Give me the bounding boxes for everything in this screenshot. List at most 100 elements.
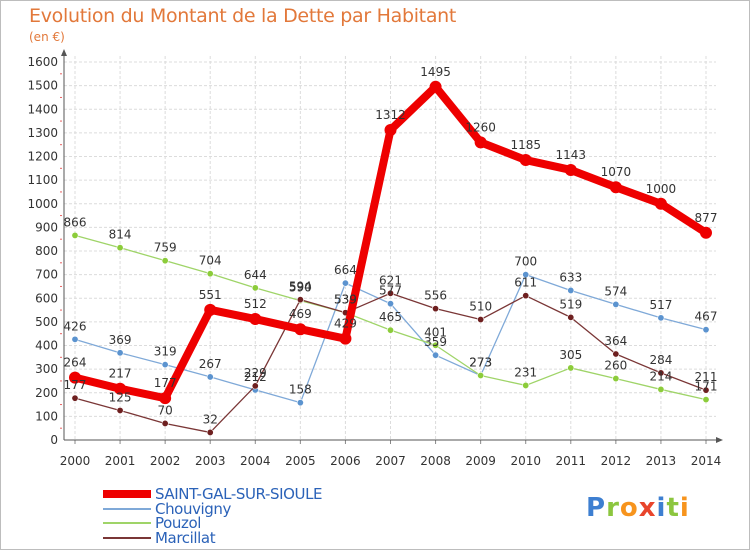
data-label-chouvigny: 359 [424, 335, 447, 349]
data-label-pouzol: 305 [559, 348, 582, 362]
x-tick-label: 2007 [375, 454, 406, 468]
point-saint-gal-sur-sioule [204, 303, 217, 316]
point-chouvigny [296, 399, 304, 407]
point-marcillat [386, 289, 394, 297]
legend-label: SAINT-GAL-SUR-SIOULE [155, 485, 323, 503]
x-tick-label: 2005 [285, 454, 316, 468]
logo-letter: r [606, 493, 620, 523]
data-label-pouzol: 590 [289, 281, 312, 295]
y-tick-label: 1500 [27, 79, 58, 93]
data-label-saint-gal-sur-sioule: 1312 [375, 108, 406, 122]
point-marcillat [477, 316, 485, 324]
point-saint-gal-sur-sioule [249, 313, 262, 326]
data-label-marcillat: 32 [203, 412, 218, 426]
data-label-pouzol: 260 [604, 359, 627, 373]
data-labels: 426 369 319 267 212 158 664 577 359 273 700 633 574 5… [64, 65, 718, 427]
point-pouzol [522, 381, 530, 389]
point-pouzol [251, 284, 259, 292]
y-tick-label: 500 [35, 315, 58, 329]
point-saint-gal-sur-sioule [564, 163, 577, 176]
point-saint-gal-sur-sioule [294, 323, 307, 336]
point-pouzol [432, 341, 440, 349]
x-axis-arrow [716, 437, 723, 443]
data-label-marcillat: 539 [334, 293, 357, 307]
data-label-chouvigny: 158 [289, 383, 312, 397]
data-label-pouzol: 814 [109, 228, 132, 242]
data-label-saint-gal-sur-sioule: 177 [154, 376, 177, 390]
point-chouvigny [71, 335, 79, 343]
data-label-marcillat: 556 [424, 289, 447, 303]
data-label-saint-gal-sur-sioule: 217 [109, 367, 132, 381]
x-tick-label: 2000 [60, 454, 91, 468]
point-pouzol [477, 372, 485, 380]
data-label-marcillat: 284 [649, 353, 672, 367]
point-saint-gal-sur-sioule [700, 226, 712, 239]
point-pouzol [612, 375, 620, 383]
point-marcillat [71, 394, 79, 402]
point-saint-gal-sur-sioule [654, 197, 667, 210]
data-label-marcillat: 70 [158, 403, 173, 417]
y-tick-label: 600 [35, 291, 58, 305]
data-label-pouzol: 214 [649, 369, 672, 383]
point-chouvigny [612, 300, 620, 308]
data-label-marcillat: 125 [109, 390, 132, 404]
data-label-marcillat: 229 [244, 366, 267, 380]
legend-item: SAINT-GAL-SUR-SIOULE [103, 485, 363, 503]
data-label-pouzol: 539 [334, 293, 357, 307]
data-label-pouzol: 401 [424, 325, 447, 339]
legend-item: Chouvigny [103, 500, 363, 518]
legend-item: Pouzol [103, 514, 363, 532]
data-label-saint-gal-sur-sioule: 1070 [601, 165, 632, 179]
point-chouvigny [702, 326, 710, 334]
x-tick-label: 2002 [150, 454, 181, 468]
data-label-marcillat: 611 [514, 276, 537, 290]
y-tick-label: 1100 [27, 173, 58, 187]
point-marcillat [432, 305, 440, 313]
data-label-marcillat: 177 [64, 378, 87, 392]
x-tick-label: 2004 [240, 454, 271, 468]
x-tick-label: 2003 [195, 454, 226, 468]
legend-label: Marcillat [155, 528, 216, 547]
point-saint-gal-sur-sioule [339, 332, 352, 345]
data-label-chouvigny: 517 [649, 298, 672, 312]
point-chouvigny [657, 314, 665, 322]
legend-item: Marcillat [103, 528, 363, 547]
y-tick-label: 0 [50, 433, 58, 447]
y-tick-label: 200 [35, 386, 58, 400]
point-saint-gal-sur-sioule [609, 181, 622, 194]
point-marcillat [206, 428, 214, 436]
x-tick-label: 2001 [105, 454, 136, 468]
data-label-chouvigny: 633 [559, 270, 582, 284]
data-label-marcillat: 621 [379, 273, 402, 287]
data-label-pouzol: 704 [199, 254, 222, 268]
x-tick-label: 2014 [691, 454, 722, 468]
x-tick-label: 2011 [556, 454, 587, 468]
chart-unit: (en €) [29, 30, 65, 44]
point-marcillat [567, 313, 575, 321]
data-label-marcillat: 364 [604, 334, 627, 348]
logo-letter: i [656, 493, 667, 523]
data-label-saint-gal-sur-sioule: 877 [695, 211, 718, 225]
point-marcillat [657, 369, 665, 377]
x-tick-label: 2010 [510, 454, 541, 468]
point-chouvigny [341, 279, 349, 287]
data-label-pouzol: 273 [469, 356, 492, 370]
point-marcillat [161, 419, 169, 427]
data-label-chouvigny: 700 [514, 255, 537, 269]
data-label-saint-gal-sur-sioule: 551 [199, 288, 222, 302]
point-saint-gal-sur-sioule [474, 136, 487, 149]
data-label-saint-gal-sur-sioule: 1495 [420, 65, 451, 79]
data-label-chouvigny: 426 [64, 319, 87, 333]
series-layer [69, 80, 712, 436]
data-label-chouvigny: 267 [199, 357, 222, 371]
data-label-chouvigny: 664 [334, 263, 357, 277]
data-label-pouzol: 644 [244, 268, 267, 282]
point-chouvigny [386, 300, 394, 308]
x-tick-label: 2006 [330, 454, 361, 468]
data-label-marcillat: 519 [559, 297, 582, 311]
point-pouzol [161, 257, 169, 265]
data-label-marcillat: 594 [289, 280, 312, 294]
x-tick-label: 2012 [601, 454, 632, 468]
point-pouzol [71, 231, 79, 239]
point-marcillat [702, 386, 710, 394]
